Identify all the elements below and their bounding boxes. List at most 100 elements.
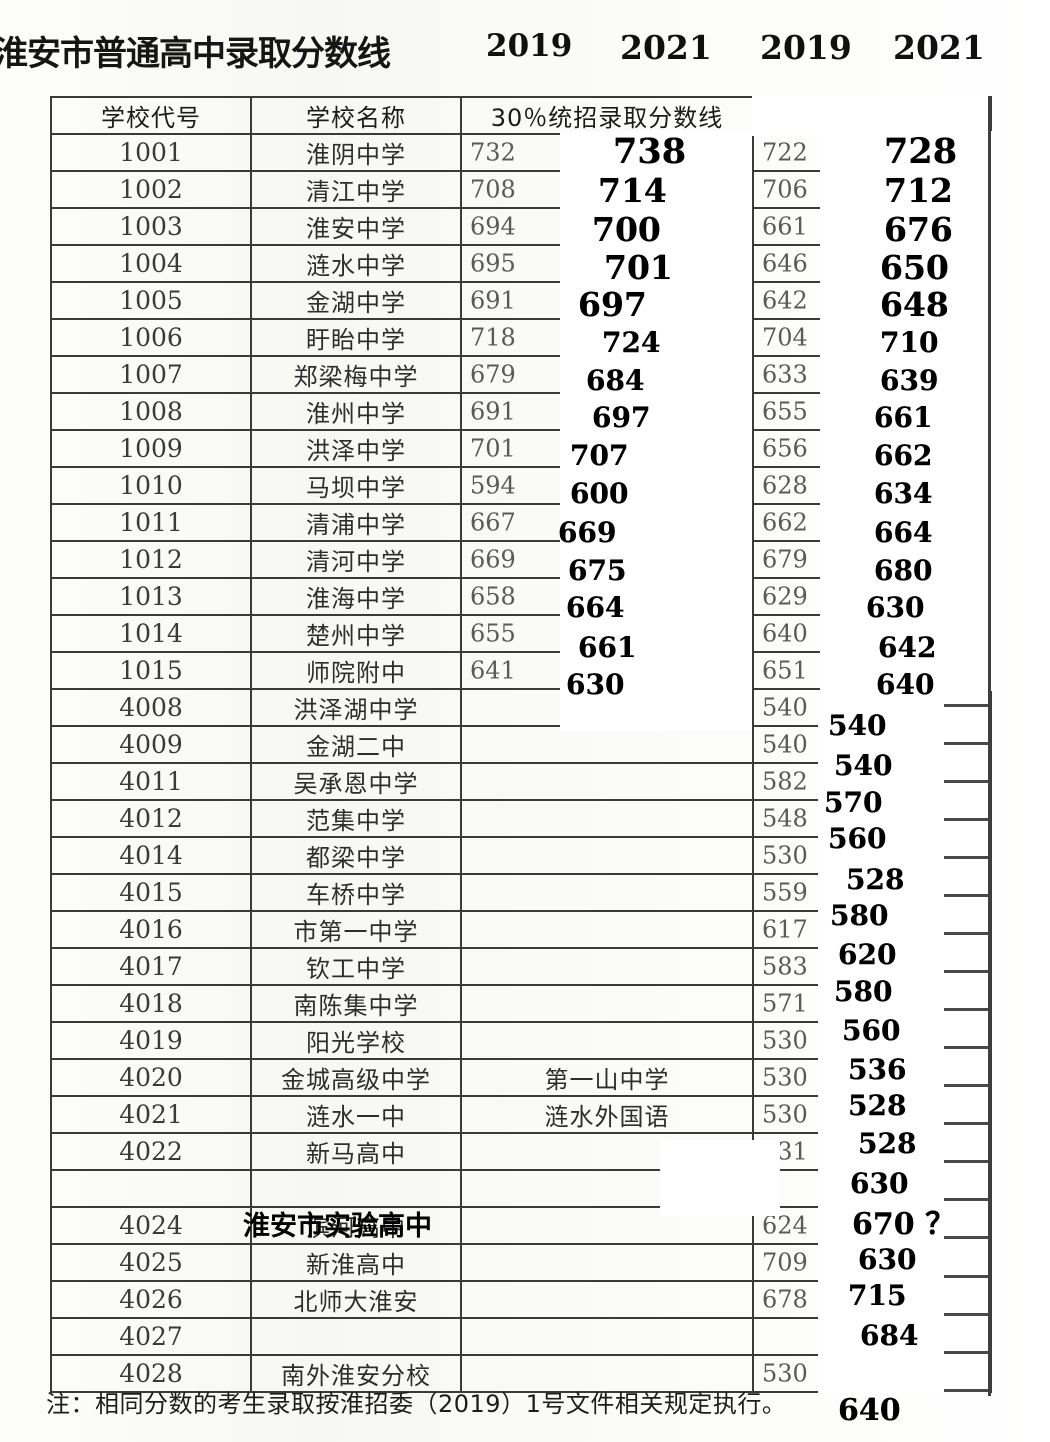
score-unified-2021: 580: [830, 899, 889, 933]
cell-school-code: 1005: [50, 281, 252, 320]
score-30pct-2021: 700: [592, 209, 661, 249]
cell-school-code: 4008: [50, 688, 252, 727]
grid-line-stub: [944, 1160, 990, 1164]
score-unified-2021: 715: [848, 1278, 907, 1312]
cell-school-code: 4016: [50, 910, 252, 949]
cell-30pct-scores: [460, 947, 754, 986]
score-unified-2019: 651: [762, 655, 808, 684]
cell-school-name-pasted: 淮安市实验高中: [243, 1211, 432, 1243]
score-unified-2019: 678: [762, 1284, 808, 1313]
cell-school-name: 涟水一中: [250, 1095, 462, 1134]
score-30pct-2021: 697: [592, 401, 651, 435]
table-row: 4021 涟水一中 涟水外国语 530: [50, 1095, 992, 1134]
overlay-patch: [818, 718, 990, 1398]
score-30pct-2021: 669: [558, 515, 617, 549]
grid-line-stub: [944, 779, 990, 783]
overlay-patch: [947, 131, 993, 691]
cell-school-code: 4012: [50, 799, 252, 838]
score-30pct-2021: 630: [566, 667, 625, 701]
cell-school-code: 4025: [50, 1243, 252, 1282]
cell-school-name: 洪泽湖中学: [250, 688, 462, 727]
page-title: 淮安市普通高中录取分数线: [0, 34, 391, 74]
grid-line-stub: [944, 703, 990, 707]
cell-school-name: [250, 1317, 462, 1356]
score-unified-2021: 540: [828, 708, 887, 742]
score-unified-2019: 656: [762, 433, 808, 462]
cell-school-code: 1001: [50, 133, 252, 172]
cell-school-name: 金城高级中学: [250, 1058, 462, 1097]
score-unified-2021: 528: [846, 862, 905, 896]
score-unified-2021: 728: [884, 130, 958, 172]
cell-school-code: 4026: [50, 1280, 252, 1319]
column-header-30pct-line: 30％统招录取分数线: [460, 96, 754, 135]
score-unified-2021: 570: [824, 785, 883, 819]
score-unified-2019: 646: [762, 248, 808, 277]
score-unified-2021: 620: [838, 938, 897, 972]
score-unified-2019: 530: [762, 1062, 808, 1091]
cell-school-name: 淮海中学: [250, 577, 462, 616]
header-year-p30-2021: 2021: [620, 28, 712, 67]
cell-school-name: 淮阴中学: [250, 133, 462, 172]
cell-30pct-scores: [460, 1280, 754, 1319]
cell-school-code: 4017: [50, 947, 252, 986]
grid-line-stub: [944, 1198, 990, 1202]
column-header-school-name: 学校名称: [250, 96, 462, 135]
score-unified-2021: 639: [880, 364, 939, 398]
score-unified-2021: 560: [828, 821, 887, 855]
cell-school-name: 马坝中学: [250, 466, 462, 505]
score-unified-2019: 582: [762, 766, 808, 795]
score-unified-2021: 710: [880, 326, 939, 360]
score-30pct-2021: 684: [586, 364, 645, 398]
cell-school-code: 4021: [50, 1095, 252, 1134]
grid-line-stub: [944, 1122, 990, 1126]
cell-30pct-scores: [460, 1243, 754, 1282]
score-unified-2019: 709: [762, 1247, 808, 1276]
score-30pct-2021: 664: [566, 590, 625, 624]
cell-school-name: 新淮高中: [250, 1243, 462, 1282]
cell-school-name: 北师大淮安: [250, 1280, 462, 1319]
cell-school-name: 都梁中学: [250, 836, 462, 875]
score-unified-2019: 655: [762, 396, 808, 425]
grid-line-stub: [944, 1046, 990, 1050]
cell-school-code: 4027: [50, 1317, 252, 1356]
score-unified-2021: 661: [874, 401, 933, 435]
cell-school-code: 1011: [50, 503, 252, 542]
score-30pct-2019: 679: [470, 359, 516, 388]
score-unified-2019: 640: [762, 618, 808, 647]
cell-school-code: 1010: [50, 466, 252, 505]
cell-school-code: 4011: [50, 762, 252, 801]
score-unified-2021: 712: [884, 170, 953, 210]
score-unified-2021: 640: [838, 1392, 901, 1428]
cell-school-name: 金湖二中: [250, 725, 462, 764]
score-30pct-2019: 691: [470, 396, 516, 425]
cell-school-name: 市第一中学: [250, 910, 462, 949]
score-unified-2019: 530: [762, 1358, 808, 1387]
score-30pct-2021: 724: [602, 326, 661, 360]
score-30pct-2021: 600: [570, 477, 629, 511]
score-unified-2021: 650: [880, 247, 949, 287]
score-unified-2019: 548: [762, 803, 808, 832]
cell-school-code: 4009: [50, 725, 252, 764]
cell-school-code: 1007: [50, 355, 252, 394]
score-unified-2019: 540: [762, 692, 808, 721]
cell-school-name: 南陈集中学: [250, 984, 462, 1023]
score-30pct-2021: 738: [613, 130, 687, 172]
cell-school-code: 1004: [50, 244, 252, 283]
score-unified-2019: 704: [762, 322, 808, 351]
table-right-border: [988, 96, 991, 1396]
grid-line-stub: [944, 1350, 990, 1354]
grid-line-stub: [944, 1388, 990, 1392]
score-unified-2021: 528: [848, 1089, 907, 1123]
grid-line-stub: [944, 741, 990, 745]
grid-line-stub: [944, 1084, 990, 1088]
cell-school-name: 金湖中学: [250, 281, 462, 320]
column-header-school-code: 学校代号: [50, 96, 252, 135]
score-unified-2019: 617: [762, 914, 808, 943]
score-unified-2019: 583: [762, 951, 808, 980]
cell-school-code: 1003: [50, 207, 252, 246]
score-unified-2021: 536: [848, 1053, 907, 1087]
header-year-unified-2021: 2021: [893, 28, 985, 67]
score-30pct-2019: 695: [470, 248, 516, 277]
score-unified-2021: 670 ？: [852, 1207, 956, 1243]
cell-school-code: 4020: [50, 1058, 252, 1097]
